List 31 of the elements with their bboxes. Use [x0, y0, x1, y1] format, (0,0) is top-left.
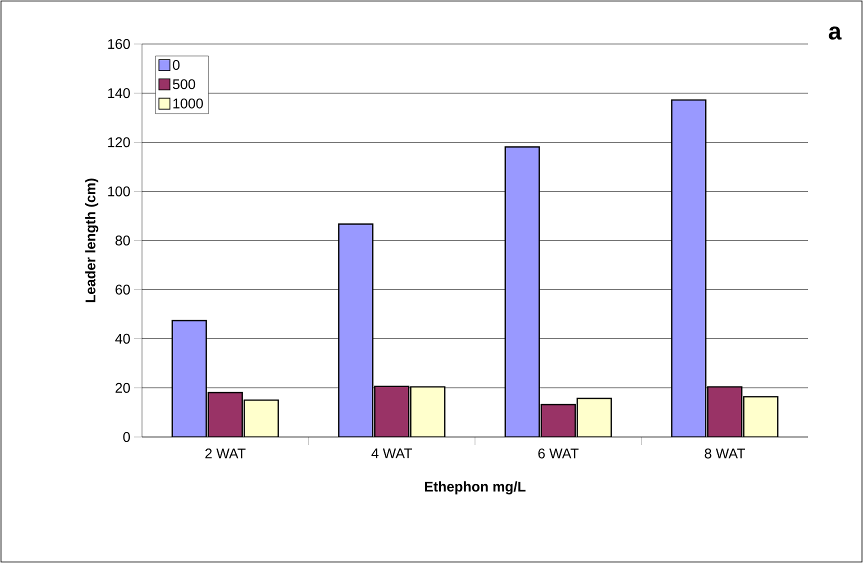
bar: [540, 404, 576, 437]
text: a: [828, 26, 842, 40]
bar: [374, 386, 410, 437]
y-tick-label: 140: [108, 88, 130, 98]
x-tick-label: 8 WAT: [704, 448, 746, 458]
bar: [576, 398, 612, 437]
bar: [671, 99, 706, 437]
legend-label: 1000: [173, 98, 203, 108]
legend-label: 0: [172, 60, 180, 70]
x-tick-label: 2 WAT: [205, 448, 246, 458]
bar: [707, 386, 742, 437]
x-axis-title: Ethephon mg/L: [425, 481, 526, 494]
x-tick-label: 6 WAT: [538, 448, 579, 458]
y-tick-label: 20: [116, 382, 130, 393]
y-tick-label: 100: [108, 186, 130, 196]
bar: [338, 223, 374, 437]
bar: [410, 386, 446, 437]
x-tick-label: 4 WAT: [371, 448, 412, 458]
bar: [208, 392, 243, 437]
y-tick-label: 120: [108, 137, 130, 148]
bar: [743, 396, 778, 437]
y-tick-label: 80: [116, 236, 130, 246]
y-tick-label: 40: [115, 334, 130, 344]
bar: [244, 400, 279, 437]
bar: [172, 320, 207, 437]
y-tick-label: 60: [116, 284, 130, 295]
legend-label: 500: [172, 79, 196, 90]
y-tick-label: 160: [108, 39, 130, 49]
y-tick-label: 0: [123, 432, 130, 442]
bar: [504, 146, 540, 437]
y-axis-title: Leader length (cm): [85, 178, 98, 302]
